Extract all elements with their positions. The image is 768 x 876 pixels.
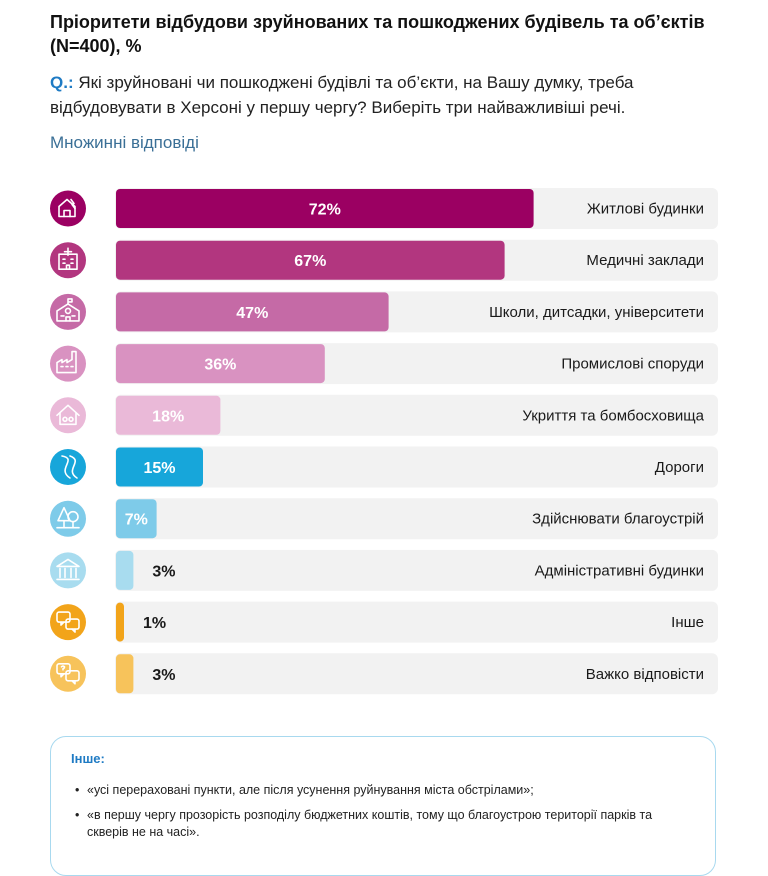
other-answers-title: Інше: bbox=[71, 751, 105, 766]
bar bbox=[116, 344, 325, 384]
category-label: Промислові споруди bbox=[561, 356, 704, 373]
bar bbox=[116, 240, 505, 280]
category-label: Адміністративні будинки bbox=[535, 562, 704, 579]
government-building-icon bbox=[50, 552, 86, 589]
bar-row: 67% Медичні заклади bbox=[50, 239, 718, 281]
bar bbox=[116, 189, 534, 228]
bar bbox=[116, 499, 157, 539]
bar bbox=[116, 654, 134, 694]
value-label: 1% bbox=[143, 615, 166, 632]
value-label: 3% bbox=[152, 563, 175, 580]
bar-track bbox=[115, 601, 718, 643]
category-label: Інше bbox=[671, 614, 704, 631]
question-body: Які зруйновані чи пошкоджені будівлі та … bbox=[50, 73, 634, 117]
other-answers-list: «усі перераховані пункти, але після усун… bbox=[71, 782, 695, 841]
bar-track bbox=[115, 498, 718, 540]
bar-row: 3% Важко відповісти bbox=[50, 653, 718, 695]
bar-row: 15% Дороги bbox=[50, 446, 718, 488]
category-label: Житлові будинки bbox=[587, 201, 704, 218]
bar-row: 72% Житлові будинки bbox=[50, 188, 718, 229]
category-label: Медичні заклади bbox=[586, 252, 704, 269]
category-label: Укриття та бомбосховища bbox=[522, 407, 704, 424]
bar-row: 36% Промислові споруди bbox=[50, 343, 718, 385]
value-label: 67% bbox=[294, 253, 326, 270]
bar-track bbox=[115, 394, 718, 436]
bar-row: 3% Адміністративні будинки bbox=[50, 549, 718, 591]
value-label: 15% bbox=[143, 460, 175, 477]
category-label: Важко відповісти bbox=[586, 666, 704, 683]
other-answer-item: «в першу чергу прозорість розподілу бюдж… bbox=[71, 807, 695, 841]
bar-track bbox=[115, 446, 718, 488]
hospital-icon bbox=[50, 242, 86, 279]
bar-row: 18% Укриття та бомбосховища bbox=[50, 394, 718, 436]
category-label: Дороги bbox=[655, 459, 704, 476]
tree-icon bbox=[50, 500, 86, 537]
bar-chart: 72% Житлові будинки 67% Медичні заклади 47% Ш… bbox=[50, 188, 718, 695]
value-label: 7% bbox=[125, 512, 148, 529]
shelter-icon bbox=[50, 397, 86, 434]
value-label: 47% bbox=[236, 305, 268, 322]
bar-track bbox=[115, 653, 718, 695]
bar bbox=[116, 395, 221, 435]
value-label: 18% bbox=[152, 408, 184, 425]
bar-row: 47% Школи, дитсадки, університети bbox=[50, 291, 718, 333]
value-label: 3% bbox=[152, 667, 175, 684]
factory-icon bbox=[50, 345, 86, 382]
question-prefix: Q.: bbox=[50, 73, 74, 92]
bar bbox=[116, 550, 134, 590]
chart-title: Пріоритети відбудови зруйнованих та пошк… bbox=[50, 12, 705, 56]
category-label: Здійснювати благоустрій bbox=[532, 511, 704, 528]
bar-row: 1% Інше bbox=[50, 601, 718, 643]
category-label: Школи, дитсадки, університети bbox=[489, 304, 704, 321]
other-answer-item: «усі перераховані пункти, але після усун… bbox=[71, 782, 695, 799]
chat-bubbles-icon bbox=[50, 604, 86, 641]
school-icon bbox=[50, 293, 86, 330]
road-icon bbox=[50, 449, 86, 485]
chart-subtitle: Множинні відповіді bbox=[50, 133, 199, 152]
bar-track bbox=[115, 549, 718, 591]
bar-row: 7% Здійснювати благоустрій bbox=[50, 498, 718, 540]
question-bubbles-icon bbox=[50, 655, 86, 692]
value-label: 36% bbox=[204, 357, 236, 374]
question-text: Q.: Які зруйновані чи пошкоджені будівлі… bbox=[50, 70, 730, 120]
value-label: 72% bbox=[309, 202, 341, 219]
house-damage-icon bbox=[50, 190, 86, 227]
other-answers-box: Інше: «усі перераховані пункти, але післ… bbox=[50, 736, 716, 876]
bar bbox=[116, 602, 124, 642]
bar bbox=[116, 292, 389, 332]
bar bbox=[116, 447, 203, 487]
